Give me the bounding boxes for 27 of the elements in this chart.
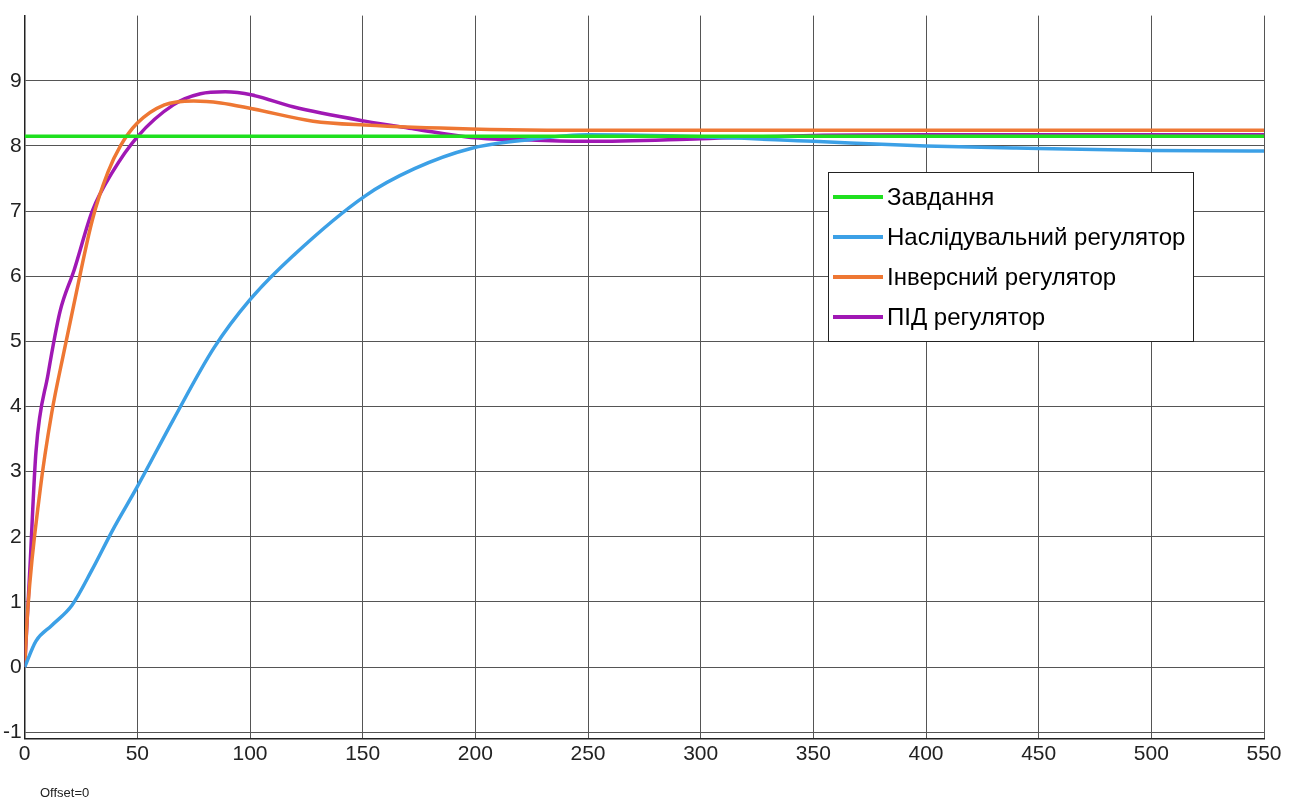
y-tick-label: 2 <box>9 523 22 547</box>
legend-label: Інверсний регулятор <box>887 263 1117 291</box>
x-tick-label: 150 <box>345 741 381 765</box>
y-tick-label: 8 <box>9 132 22 156</box>
x-tick-label: 500 <box>1133 741 1169 765</box>
y-tick-label: 0 <box>9 653 22 677</box>
y-tick-label: 4 <box>9 393 22 417</box>
y-tick-label: 5 <box>9 328 22 352</box>
x-tick-label: 250 <box>570 741 606 765</box>
y-tick-label: 1 <box>9 588 22 612</box>
x-tick-label: 200 <box>457 741 493 765</box>
x-tick-label: 50 <box>125 741 150 765</box>
x-tick-label: 350 <box>795 741 831 765</box>
y-tick-label: 9 <box>9 67 22 91</box>
y-tick-label: 7 <box>9 197 22 221</box>
legend-label: Наслідувальний регулятор <box>887 223 1186 251</box>
y-tick-label: 3 <box>9 458 22 482</box>
y-tick-label: 6 <box>9 263 22 287</box>
x-tick-label: 100 <box>232 741 268 765</box>
x-tick-label: 550 <box>1246 741 1282 765</box>
legend-label: ПІД регулятор <box>887 303 1046 331</box>
x-tick-label: 300 <box>683 741 719 765</box>
x-tick-label: 400 <box>908 741 944 765</box>
y-tick-label: -1 <box>2 719 22 743</box>
x-tick-label: 450 <box>1021 741 1057 765</box>
legend-label: Завдання <box>887 183 995 211</box>
text: Offset=0 <box>40 785 90 800</box>
